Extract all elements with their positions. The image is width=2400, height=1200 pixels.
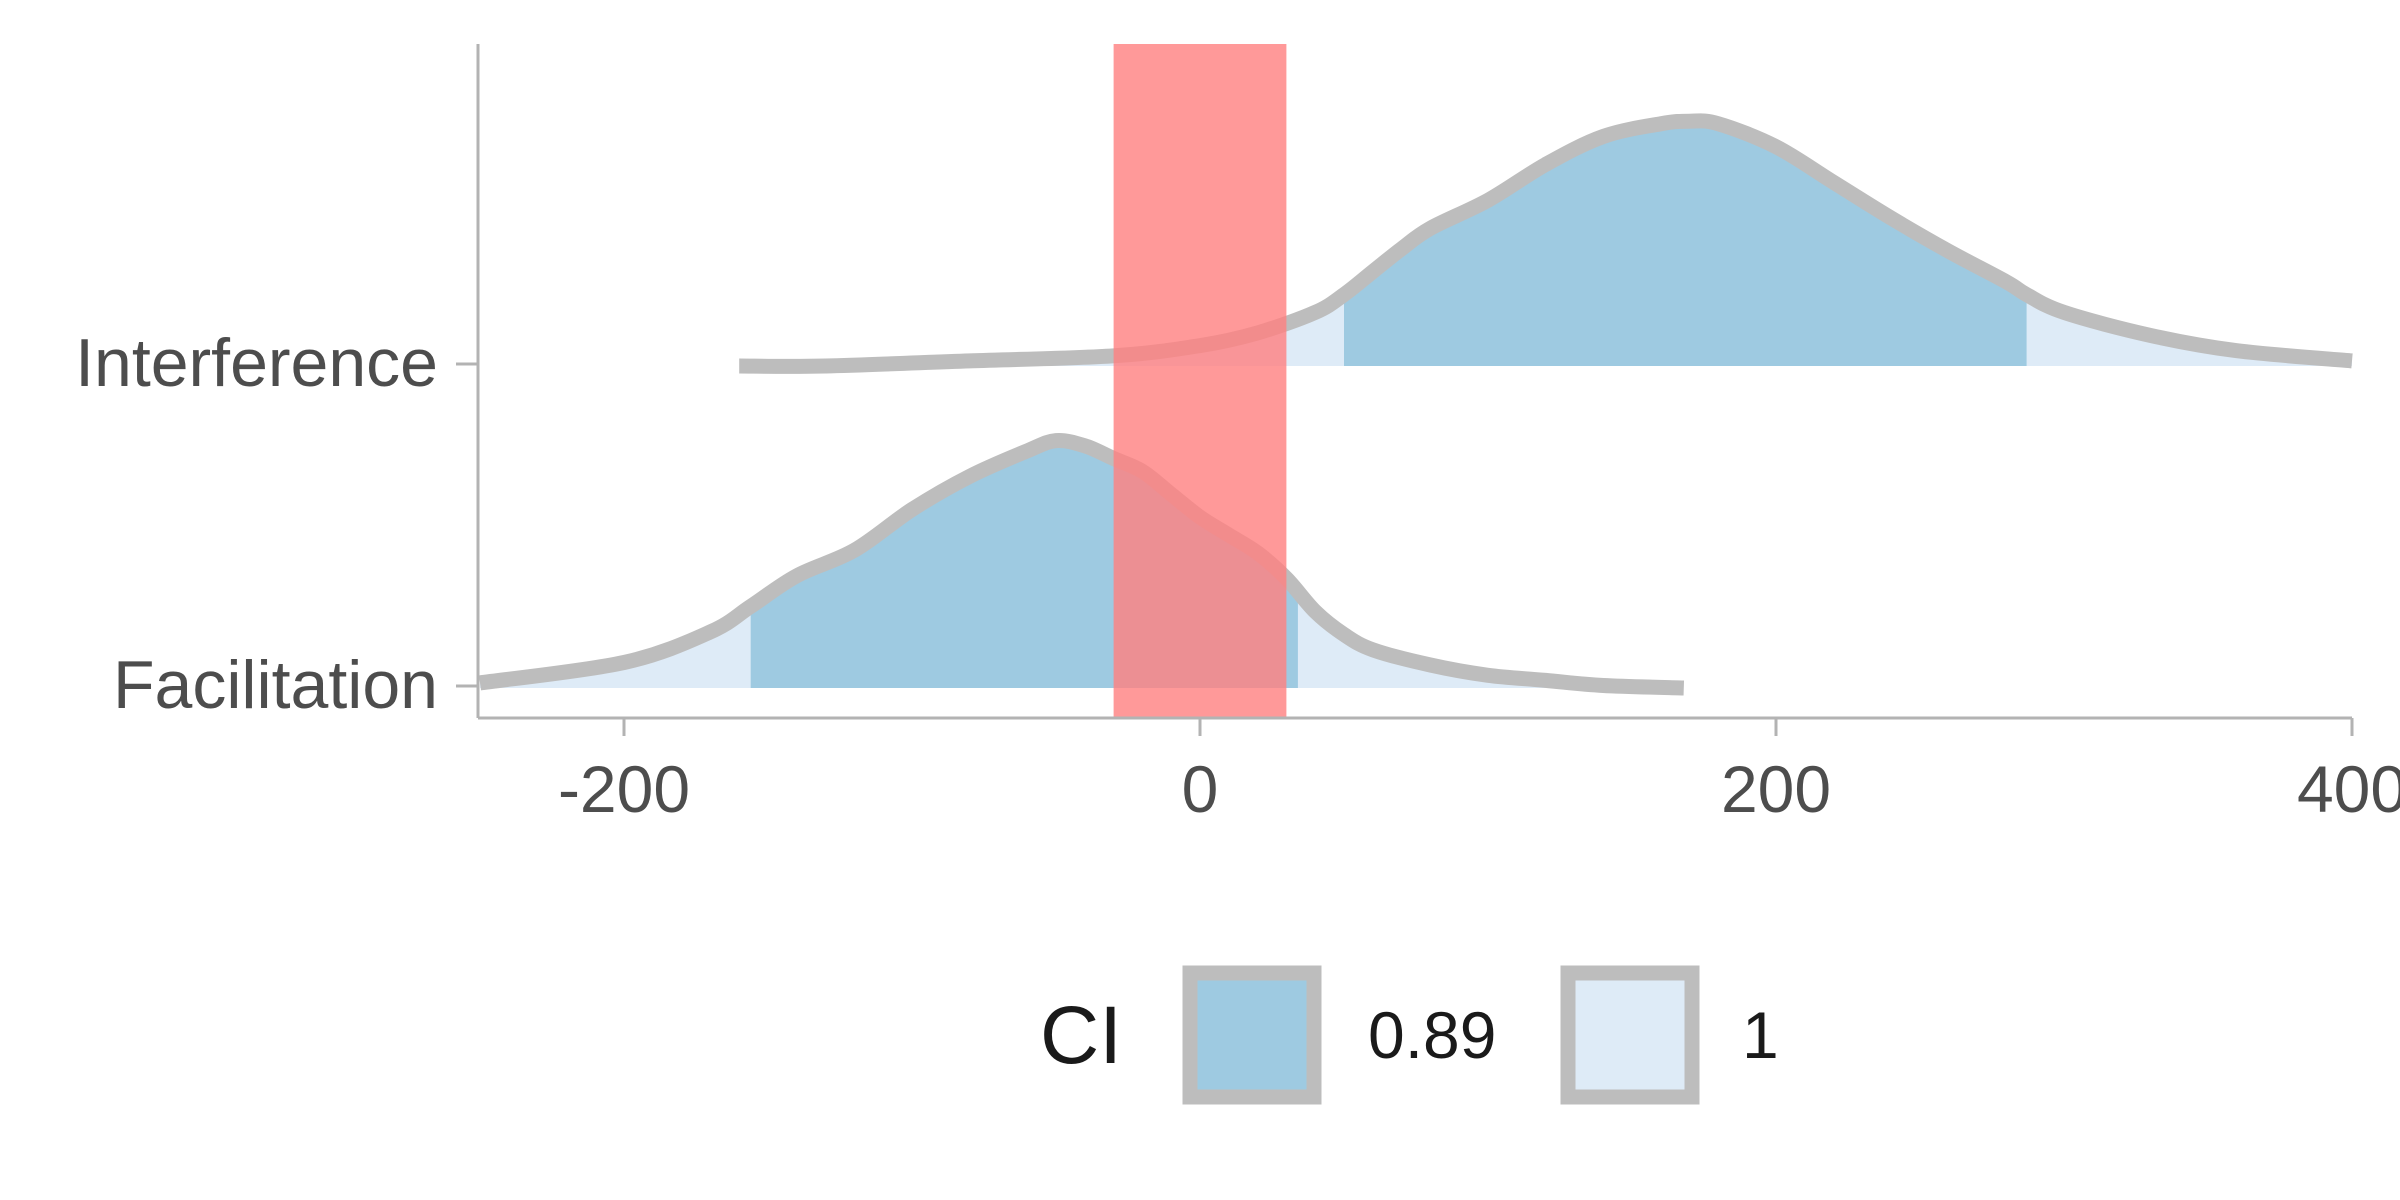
y-tick-label-facilitation: Facilitation [113, 647, 438, 723]
y-tick-label-interference: Interference [75, 325, 438, 401]
x-tick-label-2: 200 [1721, 752, 1831, 826]
legend-label-1: 1 [1742, 998, 1779, 1072]
rope-band [1113, 44, 1287, 718]
legend-label-0: 0.89 [1368, 998, 1496, 1072]
legend-item-0: 0.89 [1182, 965, 1496, 1105]
legend-title: CI [1040, 990, 1122, 1081]
legend-item-1: 1 [1560, 965, 1779, 1105]
density-interference [739, 113, 2353, 374]
legend-key-0 [1182, 965, 1322, 1105]
legend: CI 0.89 1 [1040, 965, 1779, 1105]
legend-key-1 [1560, 965, 1700, 1105]
density-layer [478, 113, 2353, 696]
axes: Facilitation Interference -200 0 200 400 [75, 44, 2400, 826]
x-tick-label-0: -200 [558, 752, 690, 826]
x-tick-label-3: 400 [2297, 752, 2400, 826]
density-interference-ci-area [1344, 121, 2027, 366]
x-tick-label-1: 0 [1182, 752, 1219, 826]
density-facilitation [478, 432, 1685, 696]
rope-layer [1113, 44, 1287, 718]
legend-items: 0.89 1 [1182, 965, 1779, 1105]
